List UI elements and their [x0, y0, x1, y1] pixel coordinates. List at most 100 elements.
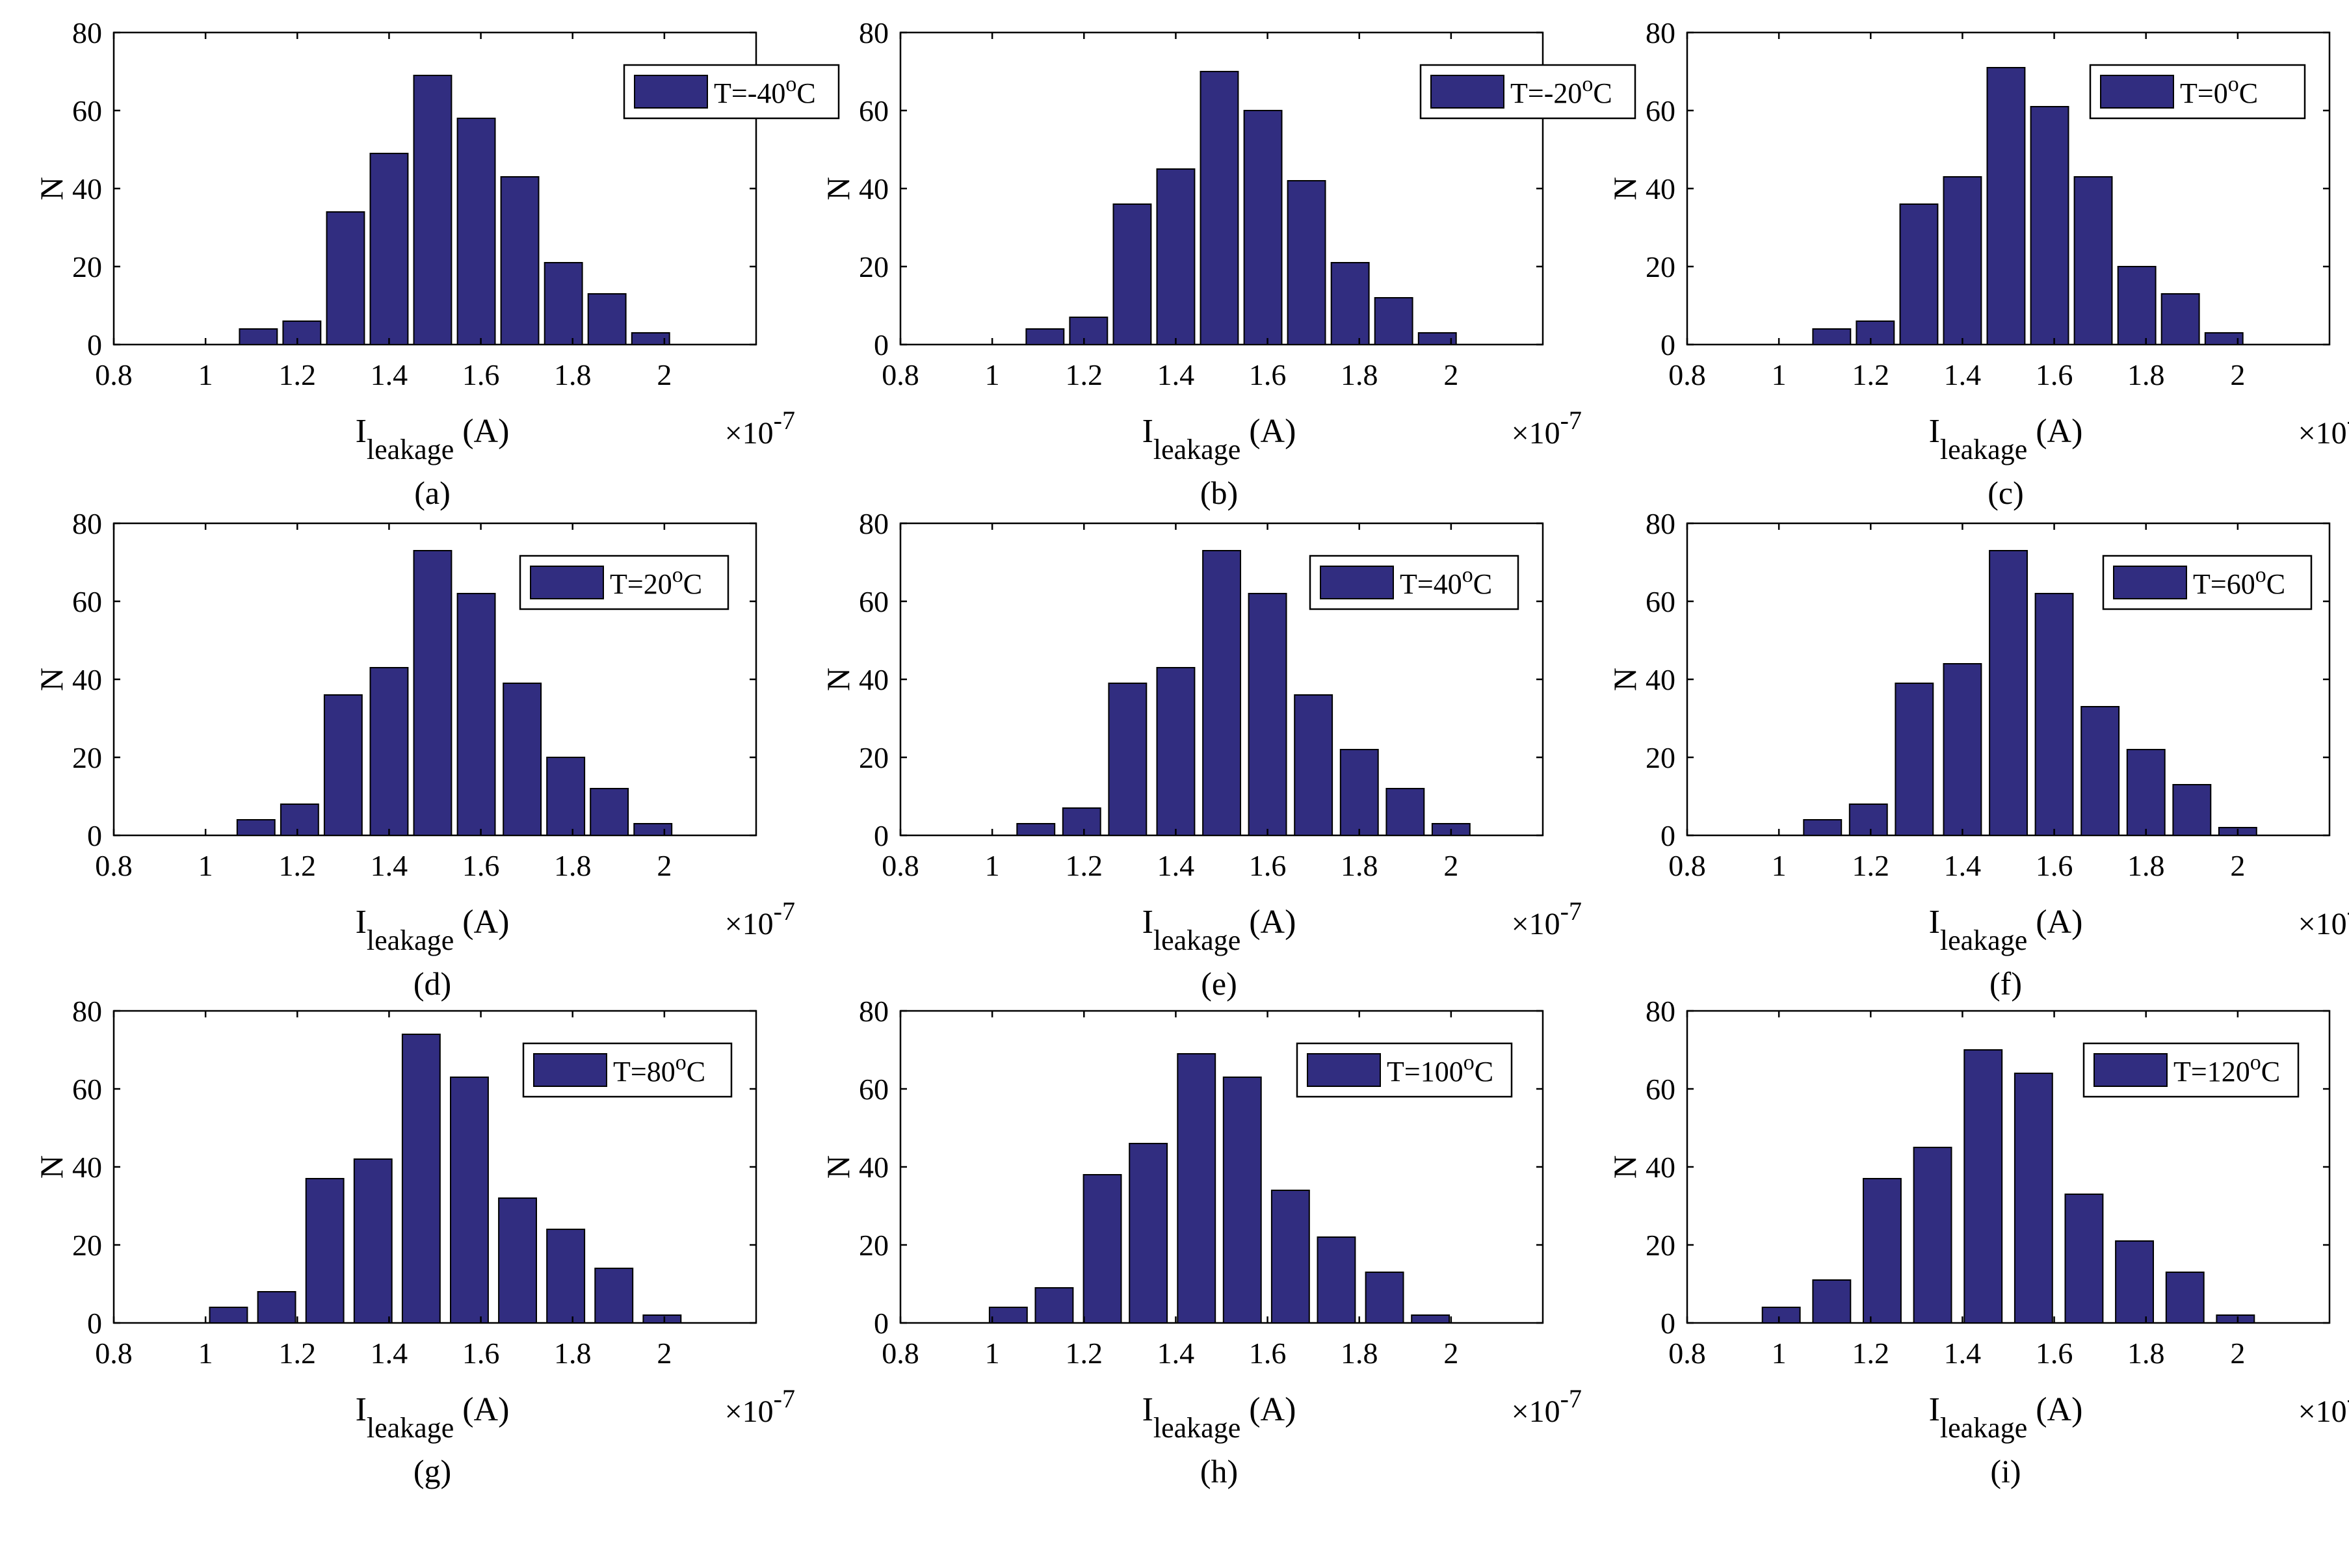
- y-tick-label: 20: [859, 250, 889, 283]
- histogram-bar: [353, 1158, 393, 1324]
- x-tick-label: 1: [985, 358, 1000, 391]
- x-tick-label: 1.8: [1341, 358, 1378, 391]
- subplot-d: 0 20 40 60 80 0.8 1 1.2 1.4 1.6 1.8 2 N Ileakage (A) ×…: [33, 507, 795, 1002]
- legend-temperature: T=60: [2193, 568, 2255, 600]
- histogram-bar: [1856, 320, 1895, 345]
- x-tick-label: 1.4: [1157, 1337, 1195, 1370]
- legend-label: T=120oC: [2173, 1051, 2280, 1088]
- x-axis-exponent-base: ×10: [1512, 416, 1560, 451]
- x-tick-label: 1.6: [1249, 849, 1287, 882]
- x-axis-label: Ileakage (A): [356, 413, 510, 465]
- x-tick-label: 0.8: [882, 849, 919, 882]
- legend-degree: o: [1582, 72, 1593, 96]
- y-axis-label: N: [820, 668, 856, 691]
- legend-swatch: [634, 75, 708, 109]
- x-axis-label-main: I: [1929, 413, 1940, 450]
- y-tick-label: 60: [72, 94, 102, 127]
- y-axis-label: N: [33, 668, 70, 691]
- y-tick-label: 40: [72, 1151, 102, 1184]
- legend-temperature: T=-40: [714, 77, 785, 109]
- panel-label: (d): [413, 965, 451, 1002]
- x-axis-label: Ileakage (A): [1142, 413, 1296, 465]
- histogram-bar: [1330, 262, 1370, 345]
- x-axis-label: Ileakage (A): [1929, 1391, 2083, 1444]
- legend: T=120oC: [2082, 1042, 2300, 1098]
- histogram-bar: [633, 823, 673, 836]
- x-axis-label-subscript: leakage: [367, 1412, 454, 1444]
- histogram-bar: [1812, 1279, 1852, 1324]
- x-axis-exponent: ×10-7: [2298, 406, 2349, 451]
- legend-degree: o: [676, 1051, 687, 1075]
- subplot-c: 0 20 40 60 80 0.8 1 1.2 1.4 1.6 1.8 2 N Ileakage (A) ×…: [1607, 16, 2349, 511]
- y-tick-label: 40: [1646, 1151, 1675, 1184]
- x-tick-label: 0.8: [95, 1337, 133, 1370]
- x-tick-label: 1: [1772, 1337, 1787, 1370]
- x-axis-exponent: ×10-7: [1512, 896, 1582, 941]
- legend-unit: C: [2261, 1056, 2280, 1088]
- y-axis-label: N: [820, 177, 856, 200]
- y-tick-label: 80: [1646, 16, 1675, 49]
- histogram-bar: [503, 683, 542, 836]
- y-axis-label: N: [1607, 1155, 1643, 1179]
- histogram-bar: [1200, 71, 1239, 345]
- histogram-bar: [1287, 180, 1326, 345]
- histogram-bar: [236, 819, 276, 836]
- panel-label: (c): [1988, 475, 2024, 511]
- histogram-bar: [642, 1314, 682, 1324]
- histogram-bar: [1083, 1174, 1122, 1324]
- x-tick-label: 1.6: [462, 849, 500, 882]
- histogram-bar: [546, 1229, 586, 1324]
- x-axis-exponent-power: -7: [774, 406, 795, 435]
- x-axis-label-main: I: [1929, 1391, 1940, 1428]
- legend-temperature: T=100: [1387, 1056, 1463, 1088]
- y-tick-label: 20: [72, 1229, 102, 1262]
- x-tick-label: 1.6: [2036, 358, 2073, 391]
- histogram-bar: [1222, 1077, 1262, 1324]
- legend-unit: C: [2239, 77, 2258, 109]
- x-tick-label: 1.4: [371, 1337, 408, 1370]
- y-tick-label: 0: [874, 819, 889, 852]
- x-tick-label: 0.8: [1668, 849, 1706, 882]
- histogram-bar: [2014, 1073, 2053, 1324]
- legend-degree: o: [2250, 1051, 2261, 1075]
- histogram-bar: [988, 1307, 1028, 1324]
- y-tick-label: 20: [72, 250, 102, 283]
- y-tick-label: 40: [1646, 172, 1675, 205]
- legend-unit: C: [796, 77, 815, 109]
- legend: T=20oC: [519, 555, 729, 610]
- legend-temperature: T=80: [613, 1056, 676, 1088]
- x-tick-label: 1.2: [1066, 1337, 1103, 1370]
- legend: T=100oC: [1296, 1042, 1513, 1098]
- y-axis-label: N: [33, 1155, 70, 1179]
- histogram-bar: [2030, 106, 2069, 345]
- histogram-bar: [1069, 317, 1109, 345]
- panel-label: (a): [414, 475, 451, 511]
- histogram-bar: [1365, 1272, 1404, 1324]
- y-tick-label: 60: [859, 1073, 889, 1106]
- x-axis-exponent: ×10-7: [2298, 1384, 2349, 1429]
- legend-degree: o: [1462, 563, 1473, 587]
- histogram-bar: [590, 788, 629, 836]
- x-axis-label-unit: (A): [454, 1391, 509, 1428]
- y-tick-label: 60: [1646, 585, 1675, 618]
- x-tick-label: 1.6: [2036, 849, 2073, 882]
- legend-temperature: T=120: [2173, 1056, 2250, 1088]
- histogram-bar: [498, 1197, 537, 1324]
- subplot-h: 0 20 40 60 80 0.8 1 1.2 1.4 1.6 1.8 2 N Ileakage (A) ×…: [820, 995, 1582, 1489]
- x-tick-label: 2: [657, 1337, 672, 1370]
- legend-swatch: [530, 566, 604, 599]
- histogram-bar: [1339, 749, 1379, 836]
- panel-label: (h): [1200, 1453, 1238, 1489]
- histogram-bar: [1943, 663, 1982, 836]
- x-tick-label: 1.8: [554, 358, 592, 391]
- histogram-bar: [401, 1034, 441, 1324]
- legend: T=-40oC: [623, 64, 840, 120]
- y-tick-label: 0: [87, 819, 102, 852]
- x-axis-label-subscript: leakage: [1940, 434, 2027, 465]
- x-tick-label: 1: [985, 1337, 1000, 1370]
- x-tick-label: 0.8: [1668, 1337, 1706, 1370]
- x-axis-label: Ileakage (A): [1929, 904, 2083, 956]
- x-axis-exponent-base: ×10: [1512, 907, 1560, 941]
- x-axis-label: Ileakage (A): [1142, 1391, 1296, 1444]
- y-tick-label: 60: [1646, 1073, 1675, 1106]
